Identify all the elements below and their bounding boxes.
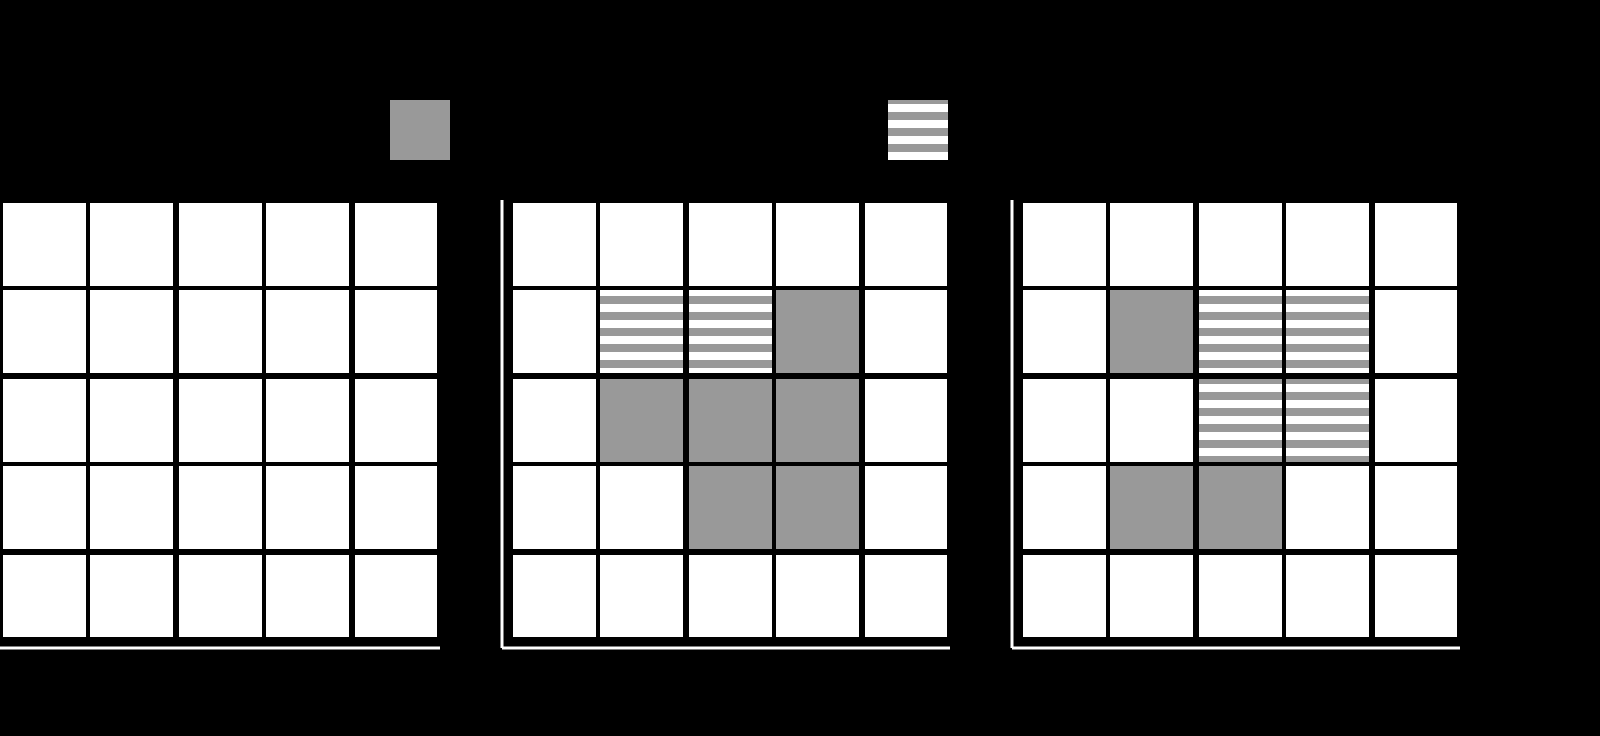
cell bbox=[774, 288, 862, 376]
cell bbox=[1196, 464, 1284, 552]
cell bbox=[1196, 288, 1284, 376]
cell bbox=[598, 288, 686, 376]
cell bbox=[1108, 288, 1196, 376]
figure bbox=[0, 0, 1600, 736]
panel-b bbox=[502, 200, 950, 648]
cell bbox=[686, 376, 774, 464]
cell bbox=[1284, 288, 1372, 376]
panel-a bbox=[0, 200, 440, 648]
cell bbox=[686, 288, 774, 376]
cell bbox=[1108, 464, 1196, 552]
cell bbox=[598, 376, 686, 464]
cell bbox=[1284, 376, 1372, 464]
legend-swatch bbox=[390, 100, 450, 160]
legend-swatch bbox=[888, 100, 948, 160]
cell bbox=[686, 464, 774, 552]
cell bbox=[1196, 376, 1284, 464]
cell bbox=[774, 464, 862, 552]
cell bbox=[774, 376, 862, 464]
panel-c bbox=[1012, 200, 1460, 648]
